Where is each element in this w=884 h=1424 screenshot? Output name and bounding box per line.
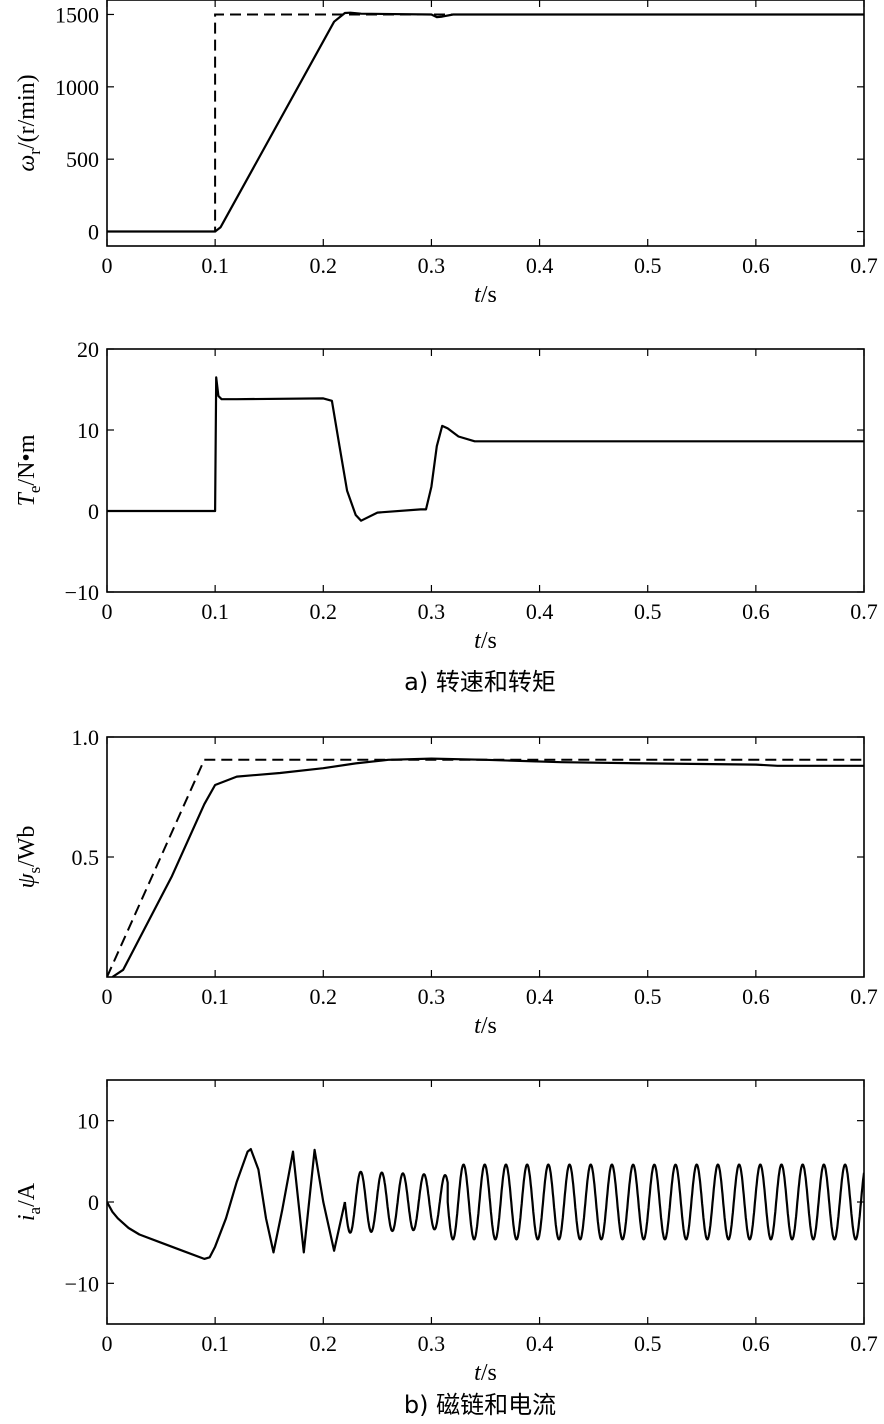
series-response-0 [107, 376, 864, 522]
x-tick-label: 0.7 [850, 599, 878, 624]
series-reference-1 [107, 13, 864, 233]
x-tick-label: 0.3 [418, 1331, 446, 1356]
x-axis-label: t/s [474, 1360, 497, 1386]
y-tick-label: 10 [77, 418, 99, 443]
x-tick-label: 0.1 [201, 1331, 229, 1356]
x-tick-label: 0 [102, 984, 113, 1009]
x-tick-label: 0.2 [310, 599, 338, 624]
y-tick-label: 500 [66, 147, 99, 172]
y-axis-label: Te/N•m [14, 434, 44, 506]
x-tick-label: 0.6 [742, 984, 770, 1009]
y-tick-label: 0 [88, 499, 99, 524]
y-tick-label: 1000 [55, 75, 99, 100]
chart-panels: 0 0.1 0.2 0.3 0.4 0.5 0.6 0.7050010001500t/sωr/… [14, 0, 878, 1386]
series-reference-1 [107, 758, 864, 977]
x-tick-label: 0.1 [201, 984, 229, 1009]
y-tick-label: 20 [77, 337, 99, 362]
x-tick-label: 0.4 [526, 599, 554, 624]
x-tick-label: 0.5 [634, 984, 662, 1009]
x-tick-label: 0 [102, 599, 113, 624]
x-tick-label: 0.6 [742, 1331, 770, 1356]
x-tick-label: 0.6 [742, 253, 770, 278]
plot-frame [106, 736, 865, 978]
caption-b: b) 磁链和电流 [404, 1391, 556, 1419]
x-tick-label: 0.1 [201, 253, 229, 278]
x-tick-label: 0.7 [850, 1331, 878, 1356]
x-tick-label: 0.3 [418, 984, 446, 1009]
x-tick-label: 0 [102, 253, 113, 278]
x-axis-label: t/s [474, 1013, 497, 1039]
x-tick-label: 0.5 [634, 599, 662, 624]
panel-speed: 0 0.1 0.2 0.3 0.4 0.5 0.6 0.7 0 500 1000 1500 t/s ωr/… [14, 0, 878, 308]
x-tick-label: 0.4 [526, 253, 554, 278]
series-response-1 [343, 1163, 864, 1241]
x-axis-label: t/s [474, 628, 497, 654]
x-tick-label: 0.7 [850, 253, 878, 278]
plot-frame [106, 1079, 865, 1325]
y-tick-label: 1500 [55, 2, 99, 27]
x-axis-label: t/s [474, 282, 497, 308]
x-tick-label: 0.2 [310, 253, 338, 278]
x-tick-label: 0.7 [850, 984, 878, 1009]
y-axis-label: ψs/Wb [14, 826, 44, 889]
x-tick-label: 0.5 [634, 1331, 662, 1356]
x-tick-label: 0.6 [742, 599, 770, 624]
series-response-0 [111, 757, 864, 977]
x-tick-label: 0.4 [526, 1331, 554, 1356]
y-tick-label: 0 [88, 1190, 99, 1215]
y-tick-label: 1.0 [72, 725, 100, 750]
y-tick-label: 0.5 [72, 845, 100, 870]
plot-frame [106, 0, 865, 247]
y-tick-label: −10 [65, 580, 99, 605]
x-tick-label: 0.4 [526, 984, 554, 1009]
y-tick-label: 0 [88, 220, 99, 245]
plot-frame [106, 348, 865, 593]
x-tick-label: 0.2 [310, 984, 338, 1009]
panel-current: 0 0.1 0.2 0.3 0.4 0.5 0.6 0.7 −10 0 10 t/s ia/A [14, 1079, 878, 1386]
series-response-0 [107, 11, 864, 233]
x-tick-label: 0 [102, 1331, 113, 1356]
x-tick-label: 0.3 [418, 599, 446, 624]
panel-flux: 0 0.1 0.2 0.3 0.4 0.5 0.6 0.7 0.5 1.0 t/s ψs/Wb [14, 725, 878, 1039]
series-response-0 [107, 1148, 346, 1260]
y-tick-label: −10 [65, 1271, 99, 1296]
x-tick-label: 0.2 [310, 1331, 338, 1356]
y-axis-label: ia/A [14, 1182, 44, 1221]
y-tick-label: 10 [77, 1109, 99, 1134]
y-axis-label: ωr/(r/min) [14, 74, 44, 171]
caption-a: a) 转速和转矩 [404, 668, 556, 696]
x-tick-label: 0.1 [201, 599, 229, 624]
x-tick-label: 0.3 [418, 253, 446, 278]
x-tick-label: 0.5 [634, 253, 662, 278]
